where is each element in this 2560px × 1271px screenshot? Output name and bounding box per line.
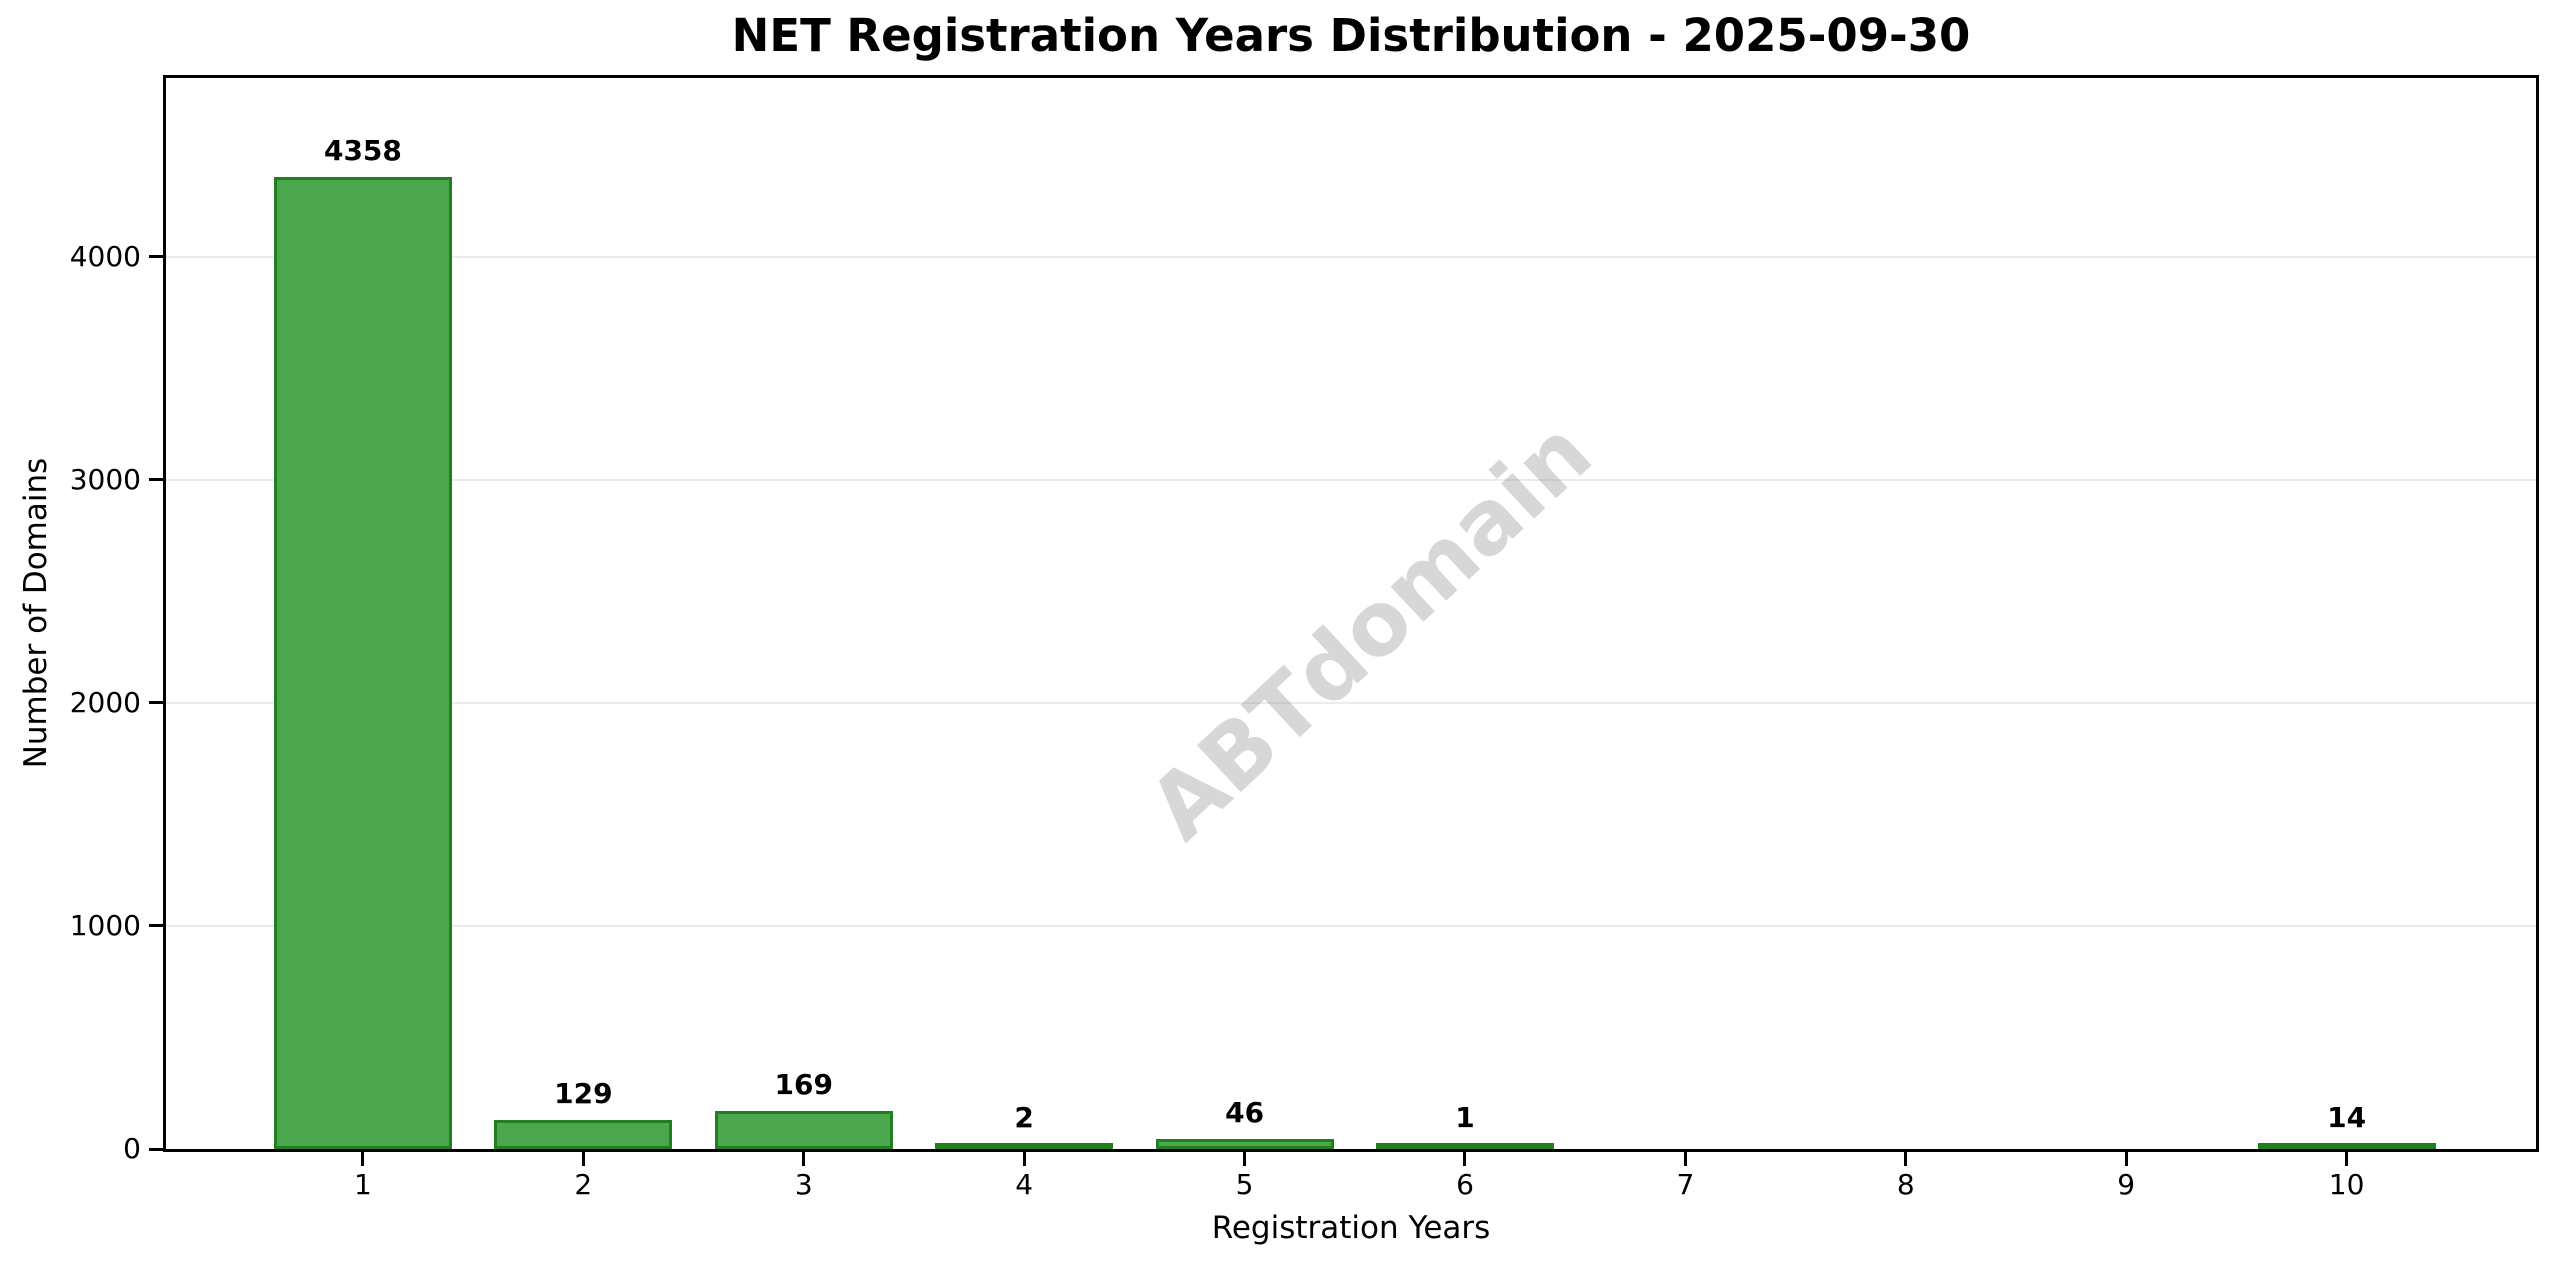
chart-title: NET Registration Years Distribution - 20…: [731, 9, 1971, 62]
watermark-text: ABTdomain: [1129, 400, 1611, 860]
bar-value-label-year-2: 129: [554, 1077, 613, 1111]
x-axis-label: Registration Years: [1211, 1210, 1491, 1246]
bar-value-label-year-6: 1: [1455, 1101, 1475, 1134]
y-tick-mark: [149, 701, 163, 705]
x-tick-mark: [581, 1152, 585, 1166]
y-tick-mark: [149, 924, 163, 928]
bar-year-1: [273, 176, 452, 1149]
x-tick-mark: [1904, 1152, 1908, 1166]
gridline-y-2000: [166, 701, 2536, 704]
x-tick-label-5: 5: [1235, 1168, 1254, 1201]
x-tick-mark: [1022, 1152, 1026, 1166]
x-tick-label-2: 2: [574, 1168, 593, 1201]
bar-year-10: [2257, 1143, 2436, 1149]
x-tick-label-8: 8: [1896, 1168, 1915, 1201]
gridline-y-1000: [166, 924, 2536, 927]
y-tick-label: 1000: [69, 908, 141, 942]
y-tick-label: 2000: [69, 685, 141, 719]
x-tick-label-1: 1: [354, 1168, 372, 1201]
bar-value-label-year-3: 169: [774, 1068, 833, 1102]
bar-value-label-year-4: 2: [1014, 1101, 1034, 1134]
bar-year-4: [935, 1143, 1114, 1149]
bar-year-2: [494, 1120, 673, 1149]
y-tick-label: 4000: [69, 239, 141, 273]
x-tick-mark: [1683, 1152, 1687, 1166]
bar-value-label-year-10: 14: [2327, 1101, 2367, 1134]
x-tick-label-6: 6: [1456, 1168, 1474, 1201]
y-tick-mark: [149, 1147, 163, 1151]
x-tick-label-10: 10: [2328, 1168, 2365, 1201]
plot-area: 4358 129 169 2 46 1 14 ABTdomain: [163, 75, 2539, 1152]
y-tick-label: 0: [123, 1132, 141, 1165]
x-tick-mark: [1463, 1152, 1467, 1166]
x-tick-label-3: 3: [794, 1168, 813, 1201]
x-tick-mark: [2124, 1152, 2128, 1166]
bar-value-label-year-1: 4358: [323, 133, 402, 167]
y-tick-mark: [149, 478, 163, 482]
gridline-y-4000: [166, 255, 2536, 258]
gridline-y-3000: [166, 478, 2536, 481]
x-tick-label-4: 4: [1015, 1168, 1034, 1201]
x-tick-mark: [802, 1152, 806, 1166]
y-tick-label: 3000: [69, 462, 141, 496]
bar-year-3: [714, 1111, 893, 1149]
x-tick-label-9: 9: [2117, 1168, 2136, 1201]
x-tick-label-7: 7: [1676, 1168, 1695, 1201]
y-tick-mark: [149, 255, 163, 258]
x-tick-mark: [2345, 1152, 2349, 1166]
y-axis-label: Number of Domains: [18, 457, 54, 769]
bar-value-label-year-5: 46: [1225, 1095, 1265, 1129]
x-tick-mark: [1243, 1152, 1247, 1166]
x-tick-mark: [361, 1152, 365, 1166]
bar-year-6: [1376, 1143, 1554, 1149]
bar-year-5: [1155, 1138, 1334, 1149]
